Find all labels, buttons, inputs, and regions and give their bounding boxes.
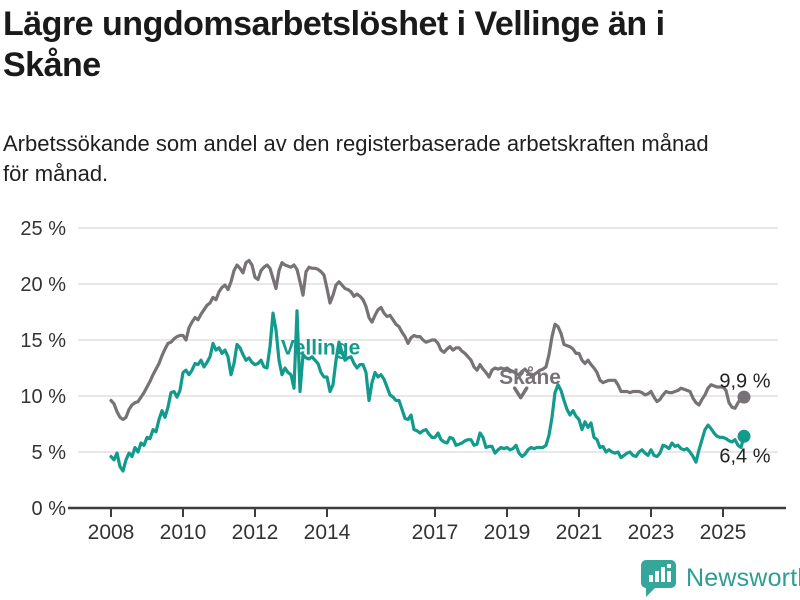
x-tick-label-2012: 2012: [232, 521, 279, 544]
chart-subtitle-line-1: Arbetssökande som andel av den registerb…: [3, 131, 709, 156]
newsworthy-logo-text: Newsworthy: [686, 563, 800, 592]
exclamation-bar: [667, 571, 671, 582]
x-tick-label-2023: 2023: [628, 521, 675, 544]
vellinge-series-label: Vellinge: [281, 337, 360, 360]
page-title-line-2: Skåne: [3, 45, 101, 84]
x-tick-label-2014: 2014: [304, 521, 351, 544]
vellinge-end-value: 6,4 %: [719, 446, 770, 468]
newsworthy-logo: Newsworthy: [641, 558, 800, 598]
x-tick-label-2021: 2021: [556, 521, 603, 544]
page-title-line-1: Lägre ungdomsarbetslöshet i Vellinge än …: [3, 5, 665, 43]
x-tick-label-2010: 2010: [160, 521, 207, 544]
x-tick-label-2019: 2019: [484, 521, 531, 544]
skane-series-label: Skåne: [499, 366, 561, 389]
y-tick-label-5: 5 %: [32, 442, 67, 464]
series-end-dot-skane: [737, 390, 751, 404]
y-tick-label-10: 10 %: [20, 386, 66, 408]
x-tick-label-2025: 2025: [700, 521, 747, 544]
skane-end-value: 9,9 %: [719, 371, 770, 393]
page-title: Lägre ungdomsarbetslöshet i Vellinge än …: [3, 4, 773, 86]
series-line-skane: [109, 258, 746, 422]
bar-chart-speech-bubble-icon: [641, 560, 676, 597]
skane-label-arrow: [512, 386, 529, 400]
exclamation-dot: [667, 564, 671, 568]
chart-subtitle: Arbetssökande som andel av den registerb…: [3, 129, 763, 188]
bar-3: [661, 567, 665, 582]
bar-2: [655, 571, 659, 582]
y-tick-label-15: 15 %: [20, 330, 66, 352]
series-end-dot-vellinge: [737, 429, 751, 443]
y-tick-label-0: 0 %: [32, 498, 67, 520]
x-tick-label-2008: 2008: [88, 521, 135, 544]
y-tick-label-20: 20 %: [20, 274, 66, 296]
series-line-vellinge: [109, 309, 746, 473]
y-tick-label-25: 25 %: [20, 218, 66, 240]
chart-subtitle-line-2: för månad.: [3, 160, 109, 186]
x-tick-label-2017: 2017: [412, 521, 459, 544]
bar-1: [649, 575, 653, 582]
